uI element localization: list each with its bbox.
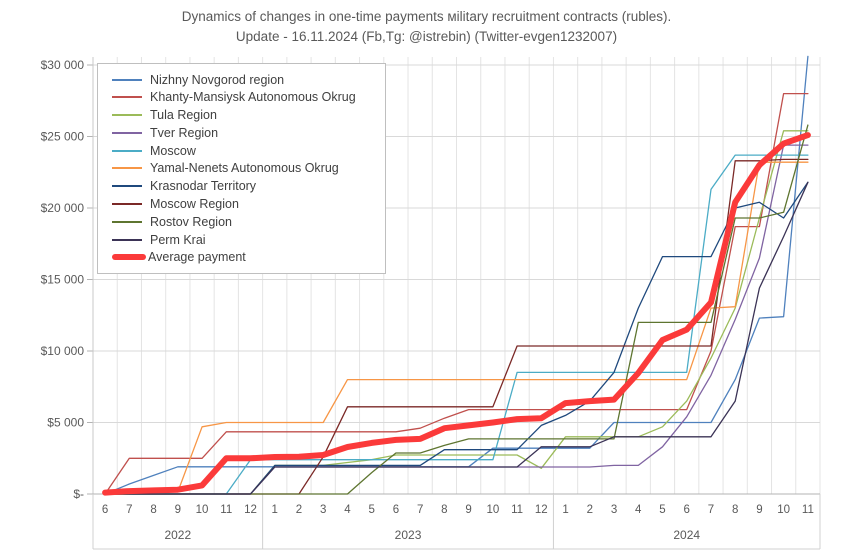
legend-item-nizhny-novgorod-region: Nizhny Novgorod region <box>112 71 375 88</box>
legend-swatch-average-payment <box>112 254 146 261</box>
legend-swatch-moscow-region <box>112 203 142 206</box>
x-axis-month-label: 4 <box>344 504 351 516</box>
y-axis-label: $25 000 <box>41 130 85 144</box>
legend-swatch-yamal-nenets-autonomous-okrug <box>112 167 142 170</box>
x-axis-month-label: 12 <box>244 504 257 516</box>
legend-swatch-tula-region <box>112 114 142 117</box>
legend-label: Moscow <box>150 143 196 158</box>
x-axis-month-label: 7 <box>417 504 423 516</box>
x-axis-month-label: 10 <box>196 504 209 516</box>
x-axis-month-label: 2 <box>296 504 302 516</box>
x-axis-month-label: 6 <box>393 504 399 516</box>
legend-label: Krasnodar Territory <box>150 179 257 194</box>
chart-title: Dynamics of changes in one-time payments… <box>0 7 853 47</box>
x-axis-month-label: 11 <box>802 504 814 516</box>
legend-item-krasnodar-territory: Krasnodar Territory <box>112 178 375 195</box>
x-axis-month-label: 10 <box>777 504 790 516</box>
legend-label: Rostov Region <box>150 214 232 229</box>
x-axis-month-label: 10 <box>486 504 499 516</box>
y-axis-label: $15 000 <box>41 273 85 287</box>
x-axis-month-label: 6 <box>102 504 108 516</box>
x-axis-month-label: 5 <box>368 504 374 516</box>
legend-item-khanty-mansiysk-autonomous-okrug: Khanty-Mansiysk Autonomous Okrug <box>112 89 375 106</box>
x-axis-month-label: 11 <box>511 504 523 516</box>
legend-label: Tver Region <box>150 125 219 140</box>
legend-item-rostov-region: Rostov Region <box>112 213 375 230</box>
legend-item-moscow-region: Moscow Region <box>112 196 375 213</box>
y-axis-label: $20 000 <box>41 201 85 215</box>
x-axis-month-label: 8 <box>441 504 447 516</box>
y-axis-label: $30 000 <box>41 58 85 72</box>
x-axis-month-label: 5 <box>659 504 665 516</box>
x-axis-month-label: 4 <box>635 504 642 516</box>
x-axis-month-label: 9 <box>175 504 181 516</box>
x-axis-month-label: 1 <box>562 504 568 516</box>
x-axis-month-label: 6 <box>684 504 690 516</box>
legend-swatch-khanty-mansiysk-autonomous-okrug <box>112 96 142 99</box>
x-axis-month-label: 7 <box>708 504 714 516</box>
legend-label: Tula Region <box>150 108 217 123</box>
x-axis-year-label: 2022 <box>164 528 191 542</box>
chart-title-line1: Dynamics of changes in one-time payments… <box>181 9 672 24</box>
legend-swatch-perm-krai <box>112 238 142 241</box>
x-axis-month-label: 3 <box>320 504 326 516</box>
x-axis-year-label: 2023 <box>395 528 422 542</box>
legend-label: Average payment <box>148 250 246 265</box>
legend-label: Moscow Region <box>150 197 239 212</box>
legend-swatch-rostov-region <box>112 220 142 223</box>
x-axis-month-label: 8 <box>732 504 738 516</box>
legend-swatch-nizhny-novgorod-region <box>112 78 142 81</box>
legend-label: Perm Krai <box>150 232 206 247</box>
x-axis-month-label: 9 <box>465 504 471 516</box>
series-line-yamal-nenets-autonomous-okrug <box>104 161 809 495</box>
series-line-perm-krai <box>104 181 809 495</box>
y-axis-label: $5 000 <box>47 416 84 430</box>
legend: Nizhny Novgorod region Khanty-Mansiysk Au… <box>97 63 386 274</box>
x-axis-month-label: 12 <box>535 504 548 516</box>
chart-title-line2: Update - 16.11.2024 (Fb,Tg: @istrebin) (… <box>235 29 618 44</box>
legend-swatch-krasnodar-territory <box>112 185 142 188</box>
x-axis-year-label: 2024 <box>673 528 700 542</box>
x-axis-month-label: 9 <box>756 504 762 516</box>
legend-label: Khanty-Mansiysk Autonomous Okrug <box>150 90 356 105</box>
series-line-khanty-mansiysk-autonomous-okrug <box>104 92 809 495</box>
legend-swatch-moscow <box>112 149 142 152</box>
legend-item-perm-krai: Perm Krai <box>112 231 375 248</box>
legend-swatch-tver-region <box>112 131 142 134</box>
legend-label: Yamal-Nenets Autonomous Okrug <box>150 161 339 176</box>
legend-item-yamal-nenets-autonomous-okrug: Yamal-Nenets Autonomous Okrug <box>112 160 375 177</box>
x-axis-month-label: 3 <box>611 504 617 516</box>
series-line-average-payment <box>102 132 811 496</box>
x-axis-month-label: 1 <box>272 504 278 516</box>
x-axis-month-label: 11 <box>220 504 232 516</box>
y-axis-label: $10 000 <box>41 344 85 358</box>
legend-item-tula-region: Tula Region <box>112 107 375 124</box>
legend-item-tver-region: Tver Region <box>112 124 375 141</box>
legend-label: Nizhny Novgorod region <box>150 72 285 87</box>
x-axis-month-label: 7 <box>126 504 132 516</box>
x-axis-month-label: 8 <box>150 504 156 516</box>
legend-item-moscow: Moscow <box>112 142 375 159</box>
y-axis-label: $- <box>73 487 84 501</box>
x-axis-month-label: 2 <box>587 504 593 516</box>
legend-item-average-payment: Average payment <box>112 249 375 266</box>
